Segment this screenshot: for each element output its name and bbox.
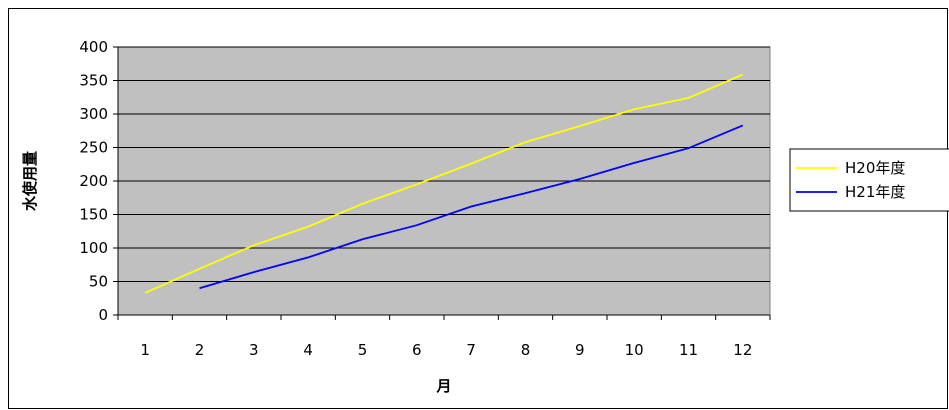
x-tick-label: 2	[195, 341, 205, 359]
y-axis-title: 水使用量	[21, 151, 39, 211]
x-tick-label: 5	[358, 341, 368, 359]
legend	[789, 148, 949, 212]
x-tick-label: 1	[140, 341, 150, 359]
x-tick-label: 7	[466, 341, 476, 359]
series-line-1	[144, 73, 744, 294]
x-tick-label: 11	[679, 341, 698, 359]
x-tick-label: 9	[575, 341, 585, 359]
x-axis-title: 月	[435, 377, 451, 395]
legend-label-1: H20年度	[845, 159, 905, 177]
x-tick-label: 6	[412, 341, 422, 359]
y-tick-label: 200	[79, 172, 108, 190]
chart-area: 0 50 100 150 200 250 300 350 400 1 2 3 4 5 6 7 8 9 10 11 12 月…	[8, 8, 949, 409]
y-tick-label: 50	[89, 273, 108, 291]
x-tick-label: 8	[521, 341, 531, 359]
y-tick-label: 400	[79, 38, 108, 56]
y-tick-label: 0	[98, 306, 108, 324]
y-tick-label: 100	[79, 239, 108, 257]
y-tick-label: 250	[79, 139, 108, 157]
x-tick-label: 12	[733, 341, 752, 359]
y-tick-label: 350	[79, 72, 108, 90]
y-tick-label: 300	[79, 105, 108, 123]
series-line-2	[199, 124, 744, 290]
x-tick-label: 10	[625, 341, 644, 359]
y-tick-label: 150	[79, 206, 108, 224]
x-tick-label: 3	[249, 341, 259, 359]
legend-label-2: H21年度	[845, 183, 905, 201]
x-tick-label: 4	[303, 341, 313, 359]
